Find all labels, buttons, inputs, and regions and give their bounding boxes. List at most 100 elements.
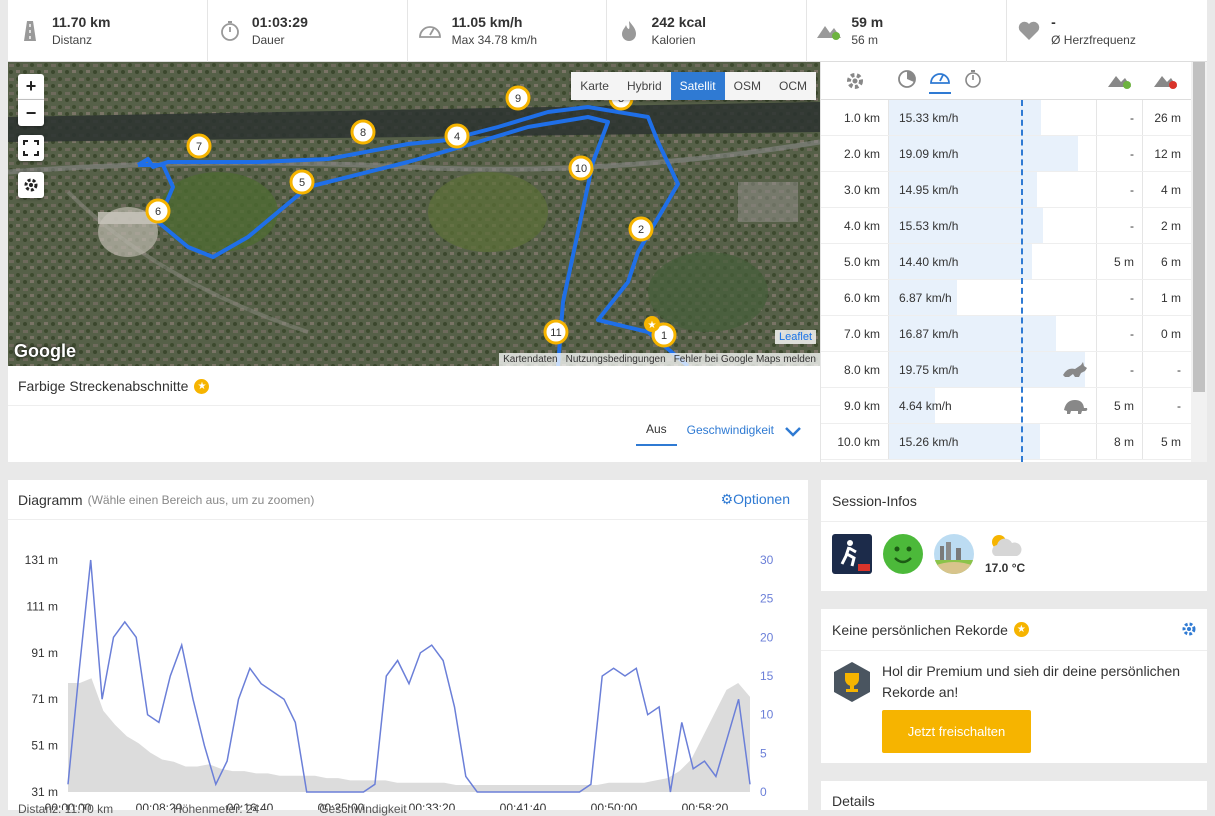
route-map[interactable]: 1 2 3 4 5 6 7 8 9 10 11 ★ + − Karte Hybr… (8, 62, 820, 366)
split-elevation-up: 8 m (1097, 424, 1143, 459)
route-marker-8[interactable]: 8 (350, 119, 376, 145)
heart-icon (1007, 20, 1051, 42)
svg-text:5: 5 (299, 177, 305, 189)
map-type-satellit[interactable]: Satellit (670, 72, 725, 100)
svg-text:10: 10 (575, 163, 587, 175)
records-title: Keine persönlichen Rekorde (832, 621, 1008, 638)
split-speed-cell: 4.64 km/h (889, 388, 1097, 423)
smiley-icon (883, 533, 923, 574)
speedometer-icon[interactable] (929, 68, 951, 94)
footer-item: Geschwindigkeit (319, 802, 407, 816)
attribution-link[interactable]: Nutzungsbedingungen (565, 354, 666, 365)
split-speed: 15.33 km/h (899, 111, 959, 125)
stats-bar: 11.70 km Distanz 01:03:29 Dauer 11.05 km/h… (8, 0, 1207, 62)
zoom-in-button[interactable]: + (18, 74, 44, 100)
route-marker-5[interactable]: 5 (289, 169, 315, 195)
split-speed-bar (889, 100, 1041, 135)
details-card: Details (821, 781, 1207, 810)
x-tick: 00:25:00 (318, 801, 365, 810)
premium-star-icon: ★ (194, 378, 210, 394)
tab-speed[interactable]: Geschwindigkeit (686, 423, 774, 437)
y-right-tick: 25 (760, 592, 774, 606)
route-marker-7[interactable]: 7 (186, 133, 212, 159)
split-speed-bar (889, 388, 935, 423)
split-km: 1.0 km (821, 100, 889, 135)
split-speed-cell: 19.09 km/h (889, 136, 1097, 171)
route-marker-1[interactable]: 1 (651, 322, 677, 348)
svg-text:6: 6 (155, 206, 161, 218)
split-speed-cell: 14.40 km/h (889, 244, 1097, 279)
stat-value: - (1051, 14, 1056, 30)
route-markers[interactable]: 1 2 3 4 5 6 7 8 9 10 11 ★ (8, 62, 820, 366)
gear-icon: ⚙ (720, 491, 734, 507)
unlock-premium-button[interactable]: Jetzt freischalten (882, 710, 1031, 753)
split-elevation-down: 2 m (1160, 219, 1181, 233)
map-settings-gear-icon[interactable] (18, 172, 44, 198)
route-marker-4[interactable]: 4 (444, 123, 470, 149)
split-speed: 15.26 km/h (899, 435, 959, 449)
split-elevation-up: 5 m (1097, 244, 1143, 279)
split-speed: 15.53 km/h (899, 219, 959, 233)
split-speed: 14.95 km/h (899, 183, 959, 197)
gear-icon[interactable] (1181, 621, 1197, 640)
y-left-tick: 111 m (26, 599, 58, 613)
route-marker-6[interactable]: 6 (145, 198, 171, 224)
route-marker-2[interactable]: 2 (628, 216, 654, 242)
map-type-karte[interactable]: Karte (571, 72, 618, 100)
zoom-out-button[interactable]: − (18, 100, 44, 126)
x-tick: 00:50:00 (591, 801, 638, 810)
split-row: 7.0 km 16.87 km/h - 0 m (821, 316, 1207, 352)
tab-off[interactable]: Aus (635, 420, 677, 446)
elevation-up-icon (1097, 72, 1143, 90)
map-type-ocm[interactable]: OCM (770, 72, 816, 100)
split-elevation-down: 6 m (1160, 255, 1181, 269)
footer-item: Distanz: 11.70 km (18, 802, 114, 816)
route-marker-11[interactable]: 11 (543, 319, 569, 345)
leaflet-link[interactable]: Leaflet (774, 330, 816, 344)
split-elevation-down: 5 m (1160, 435, 1181, 449)
y-right-tick: 10 (760, 708, 774, 722)
elevation-icon (807, 21, 851, 41)
split-speed: 6.87 km/h (899, 291, 952, 305)
options-label: Optionen (733, 491, 790, 507)
start-marker-icon: ★ (644, 316, 660, 332)
elevation-speed-chart[interactable]: 131 m 111 m 91 m 71 m 51 m 31 m 30 25 20 15 10 5 0 00… (8, 520, 808, 810)
split-speed-cell: 14.95 km/h (889, 172, 1097, 207)
scrollbar[interactable] (1191, 62, 1207, 462)
speed-line (67, 559, 751, 793)
scrollbar-thumb[interactable] (1193, 62, 1205, 392)
split-km: 5.0 km (821, 244, 889, 279)
gear-icon[interactable] (821, 70, 889, 92)
flame-icon (607, 20, 651, 42)
y-left-tick: 51 m (31, 739, 58, 753)
pace-icon[interactable] (897, 69, 917, 92)
split-elevation-down: 1 m (1160, 291, 1181, 305)
footer-item: Höhenmeter: 24 (173, 802, 260, 816)
split-speed-cell: 15.53 km/h (889, 208, 1097, 243)
stat-calories: 242 kcal Kalorien (607, 0, 808, 62)
route-marker-9[interactable]: 9 (505, 85, 531, 111)
y-right-tick: 5 (760, 746, 767, 760)
split-elevation-up: - (1097, 352, 1143, 387)
map-type-hybrid[interactable]: Hybrid (617, 72, 671, 100)
split-speed: 4.64 km/h (899, 399, 952, 413)
split-speed-bar (889, 424, 1040, 459)
attribution-link[interactable]: Kartendaten (503, 354, 558, 365)
options-button[interactable]: ⚙Optionen (721, 491, 790, 508)
fullscreen-icon[interactable] (18, 135, 44, 161)
stopwatch-icon[interactable] (963, 69, 983, 92)
svg-text:8: 8 (360, 127, 366, 139)
route-marker-10[interactable]: 10 (568, 155, 594, 181)
google-logo: Google (14, 341, 76, 361)
average-speed-line (1021, 100, 1023, 462)
split-km: 6.0 km (821, 280, 889, 315)
x-tick: 00:00:00 (45, 801, 92, 810)
svg-text:4: 4 (454, 131, 460, 143)
map-type-osm[interactable]: OSM (724, 72, 770, 100)
chevron-down-icon[interactable] (784, 426, 802, 441)
split-speed-bar (889, 208, 1043, 243)
diagram-footer: Distanz: 11.70 km Höhenmeter: 24 Geschwi… (18, 802, 407, 816)
split-speed-cell: 6.87 km/h (889, 280, 1097, 315)
attribution-link[interactable]: Fehler bei Google Maps melden (673, 354, 816, 365)
split-speed: 16.87 km/h (899, 327, 959, 341)
